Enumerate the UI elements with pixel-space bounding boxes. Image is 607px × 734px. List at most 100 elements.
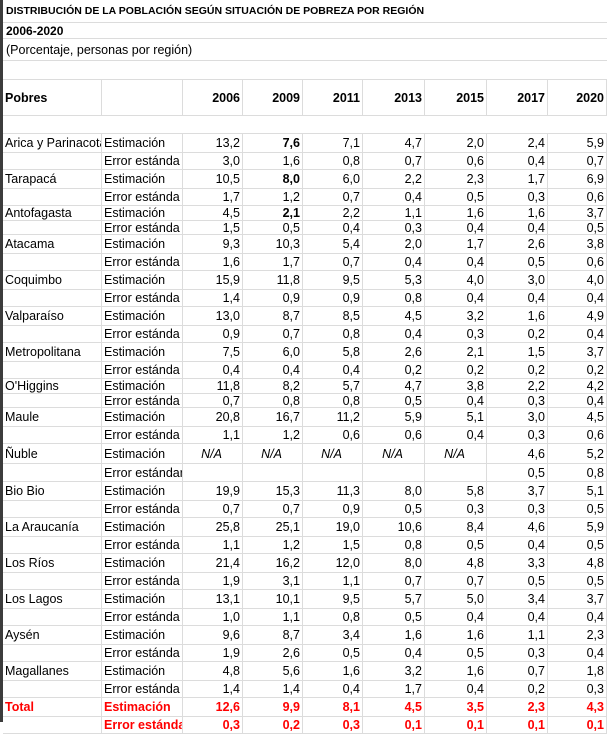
error-value-cell[interactable]: 0,3 [487,189,548,205]
estimate-value-cell[interactable]: 2,6 [363,343,425,361]
estimate-value-cell[interactable]: 3,2 [425,307,487,325]
estimate-value-cell[interactable]: 3,7 [548,590,607,608]
error-value-cell[interactable]: 0,3 [487,645,548,661]
estimate-value-cell[interactable]: 1,7 [487,170,548,188]
error-value-cell[interactable]: 0,5 [243,221,303,234]
error-value-cell[interactable]: 0,1 [548,717,607,733]
estimate-value-cell[interactable]: 3,7 [548,206,607,220]
error-value-cell[interactable]: 0,3 [363,221,425,234]
estimate-value-cell[interactable]: 3,2 [363,662,425,680]
estimate-value-cell[interactable]: 19,0 [303,518,363,536]
error-label-cell[interactable]: Error estánda [102,254,183,270]
error-value-cell[interactable]: 0,3 [548,681,607,697]
error-value-cell[interactable]: 0,8 [303,609,363,625]
error-value-cell[interactable]: 0,2 [243,717,303,733]
error-label-cell[interactable]: Error estánda [102,681,183,697]
error-value-cell[interactable]: 0,5 [425,645,487,661]
estimate-value-cell[interactable]: 13,1 [183,590,243,608]
estimate-value-cell[interactable]: 4,5 [363,307,425,325]
estimate-value-cell[interactable]: N/A [243,444,303,463]
error-value-cell[interactable]: 0,4 [487,609,548,625]
error-value-cell[interactable]: 1,9 [183,573,243,589]
estimate-label-cell[interactable]: Estimación [102,343,183,361]
region-name-cell[interactable]: Metropolitana [3,343,102,361]
error-value-cell[interactable]: 0,7 [303,254,363,270]
error-label-cell[interactable]: Error estánda [104,717,183,733]
error-value-cell[interactable]: 0,4 [183,362,243,378]
estimate-value-cell[interactable]: 8,0 [363,482,425,500]
estimate-value-cell[interactable]: 2,1 [243,206,303,220]
header-year[interactable]: 2009 [243,80,303,115]
estimate-value-cell[interactable]: 9,3 [183,235,243,253]
estimate-label-cell[interactable]: Estimación [102,206,183,220]
error-value-cell[interactable]: 0,4 [425,290,487,306]
header-year[interactable]: 2015 [425,80,487,115]
estimate-value-cell[interactable]: 8,1 [303,698,363,716]
estimate-value-cell[interactable]: 11,8 [183,379,243,393]
estimate-value-cell[interactable]: 20,8 [183,408,243,426]
error-value-cell[interactable]: 0,7 [363,153,425,169]
error-value-cell[interactable]: 1,5 [303,537,363,553]
error-value-cell[interactable] [425,464,487,481]
error-value-cell[interactable]: 0,4 [425,681,487,697]
estimate-value-cell[interactable]: 4,5 [363,698,425,716]
error-label-cell[interactable]: Error estánda [102,573,183,589]
region-name-cell[interactable] [3,501,102,517]
estimate-value-cell[interactable]: 4,6 [487,444,548,463]
estimate-value-cell[interactable]: 8,2 [243,379,303,393]
region-name-cell[interactable]: Bio Bio [3,482,102,500]
error-value-cell[interactable]: 1,1 [183,427,243,443]
error-value-cell[interactable]: 0,4 [363,189,425,205]
error-value-cell[interactable]: 0,7 [363,573,425,589]
estimate-label-cell[interactable]: Estimación [102,235,183,253]
error-label-cell[interactable]: Error estánda [102,501,183,517]
region-name-cell[interactable] [3,221,102,234]
estimate-value-cell[interactable]: 2,3 [487,698,548,716]
error-value-cell[interactable]: 0,7 [183,394,243,407]
header-year[interactable]: 2013 [363,80,425,115]
error-value-cell[interactable]: 1,4 [183,681,243,697]
error-value-cell[interactable]: 0,9 [243,290,303,306]
error-value-cell[interactable]: 0,8 [363,537,425,553]
error-value-cell[interactable]: 0,2 [487,326,548,342]
error-value-cell[interactable]: 0,6 [548,189,607,205]
estimate-value-cell[interactable]: 2,1 [425,343,487,361]
region-name-cell[interactable] [3,464,102,481]
error-value-cell[interactable]: 1,4 [183,290,243,306]
estimate-label-cell[interactable]: Estimación [102,626,183,644]
error-value-cell[interactable]: 0,1 [487,717,548,733]
error-value-cell[interactable]: 1,7 [363,681,425,697]
estimate-value-cell[interactable]: 11,3 [303,482,363,500]
estimate-value-cell[interactable]: 4,2 [548,379,607,393]
error-label-cell[interactable]: Error estándar [104,464,183,481]
region-name-cell[interactable] [3,681,102,697]
error-value-cell[interactable]: 0,4 [303,362,363,378]
error-value-cell[interactable]: 0,5 [548,537,607,553]
estimate-value-cell[interactable]: 4,5 [183,206,243,220]
error-value-cell[interactable] [363,464,425,481]
estimate-value-cell[interactable]: 3,4 [487,590,548,608]
estimate-value-cell[interactable]: N/A [425,444,487,463]
error-value-cell[interactable]: 0,3 [183,717,243,733]
estimate-value-cell[interactable]: 1,5 [487,343,548,361]
region-name-cell[interactable]: Arica y Parinacota [5,134,102,152]
estimate-value-cell[interactable]: 1,6 [303,662,363,680]
error-value-cell[interactable]: 0,6 [548,427,607,443]
error-value-cell[interactable]: 1,6 [243,153,303,169]
estimate-value-cell[interactable]: 16,2 [243,554,303,572]
region-name-cell[interactable]: Aysén [3,626,102,644]
estimate-value-cell[interactable]: 1,1 [363,206,425,220]
region-name-cell[interactable] [3,427,102,443]
error-value-cell[interactable]: 1,0 [183,609,243,625]
error-label-cell[interactable]: Error estánda [102,537,183,553]
error-value-cell[interactable]: 0,4 [303,681,363,697]
estimate-value-cell[interactable]: 8,7 [243,307,303,325]
estimate-label-cell[interactable]: Estimación [102,554,183,572]
estimate-label-cell[interactable]: Estimación [102,379,183,393]
error-value-cell[interactable]: 0,9 [183,326,243,342]
estimate-value-cell[interactable]: 13,2 [183,134,243,152]
region-name-cell[interactable]: Antofagasta [3,206,102,220]
region-name-cell[interactable]: Coquimbo [3,271,102,289]
error-label-cell[interactable]: Error estánda [102,326,183,342]
error-value-cell[interactable]: 1,2 [243,189,303,205]
